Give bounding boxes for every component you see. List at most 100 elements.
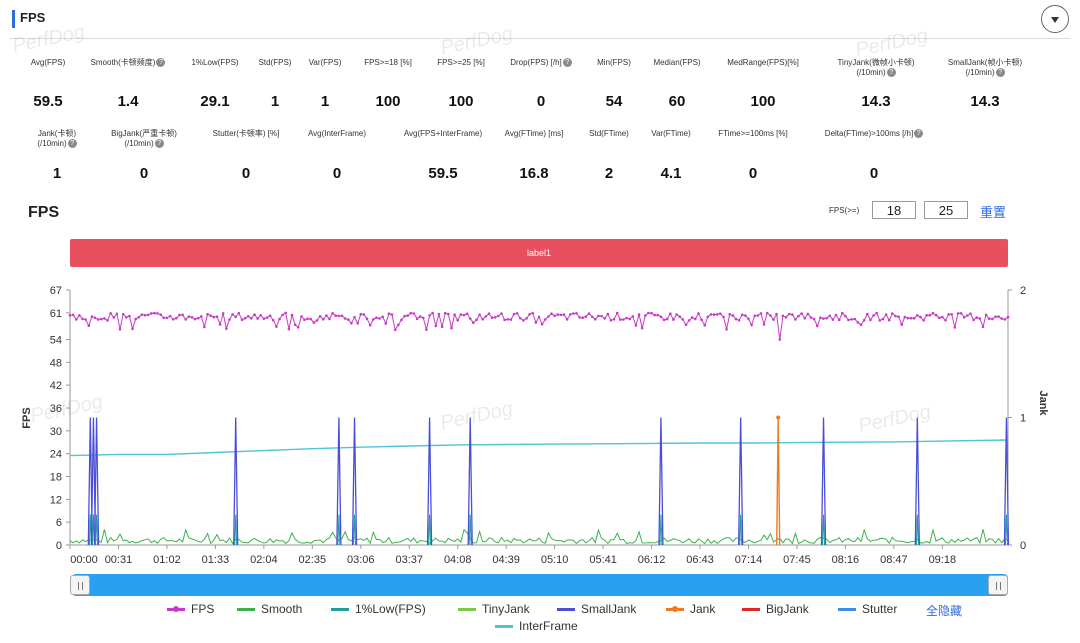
- fps-point: [897, 315, 900, 318]
- fps-point: [84, 318, 87, 321]
- help-icon[interactable]: ?: [154, 139, 164, 149]
- legend-dot: [173, 606, 179, 613]
- legend-item-smooth[interactable]: Smooth: [237, 602, 302, 616]
- fps-point: [972, 318, 975, 322]
- x-tick-label: 08:16: [832, 554, 860, 566]
- fps-point: [903, 315, 907, 319]
- stat-value: 100: [448, 93, 474, 110]
- fps-point: [218, 323, 222, 326]
- help-icon[interactable]: ?: [562, 58, 572, 68]
- stat-item: Drop(FPS) [/h]? 0: [486, 58, 596, 110]
- fps-threshold-input-2[interactable]: [924, 201, 968, 219]
- fps-point: [681, 318, 685, 321]
- fps-point: [109, 312, 112, 315]
- fps-point: [562, 313, 566, 316]
- fps-point: [991, 317, 994, 321]
- help-icon[interactable]: ?: [914, 129, 924, 139]
- fps-point: [478, 313, 481, 317]
- hide-all-button[interactable]: 全隐藏: [926, 604, 963, 618]
- fps-point: [994, 315, 997, 318]
- legend-item-stutter[interactable]: Stutter: [838, 602, 897, 616]
- stat-label: Avg(FPS): [0, 58, 103, 68]
- stat-value: 14.3: [970, 93, 1000, 110]
- fps-point: [578, 316, 581, 319]
- smooth-spike: [739, 514, 743, 546]
- help-icon[interactable]: ?: [156, 58, 166, 68]
- smalljank-spike: [467, 417, 473, 546]
- legend-label: Smooth: [261, 602, 303, 616]
- fps-point: [587, 312, 591, 315]
- slider-handle-right[interactable]: [988, 575, 1008, 595]
- stat-value: 100: [375, 93, 401, 110]
- fps-point: [240, 318, 244, 321]
- stat-value: 59.5: [428, 165, 458, 182]
- grip-icon: [996, 582, 1001, 590]
- smooth-spike: [915, 514, 919, 546]
- legend-item-low1[interactable]: 1%Low(FPS): [331, 602, 426, 616]
- fps-point: [459, 313, 463, 316]
- fps-point: [422, 316, 425, 320]
- legend-swatch: [237, 608, 255, 612]
- stat-label-text: TinyJank(微帧小卡顿): [837, 58, 915, 67]
- x-tick-label: 06:43: [686, 554, 714, 566]
- y-tick-label: 18: [50, 471, 62, 483]
- fps-point: [975, 316, 978, 319]
- fps-point: [569, 313, 572, 316]
- fps-point: [515, 312, 519, 315]
- fps-point: [165, 316, 169, 320]
- time-range-slider[interactable]: [72, 574, 1008, 596]
- legend-label: Jank: [690, 602, 716, 616]
- fps-point: [312, 321, 316, 324]
- fps-point: [753, 314, 756, 318]
- help-icon[interactable]: ?: [886, 68, 896, 78]
- fps-point: [184, 318, 187, 321]
- fps-point: [175, 316, 178, 320]
- fps-point: [518, 316, 522, 320]
- fps-point: [634, 324, 638, 327]
- series-1pct-low-line: [69, 439, 1009, 457]
- fps-point: [912, 316, 916, 320]
- stat-label-text: Avg(FPS+InterFrame): [403, 129, 483, 138]
- legend-item-bigjank[interactable]: BigJank: [742, 602, 809, 616]
- fps-point: [137, 316, 141, 319]
- fps-point: [150, 312, 153, 315]
- stat-item: Std(FPS) 1: [220, 58, 330, 110]
- fps-point: [234, 315, 237, 319]
- smooth-spike: [468, 514, 472, 546]
- fps-point: [694, 317, 697, 321]
- fps-point: [934, 313, 938, 317]
- stat-label-text: Jank(卡顿): [37, 129, 77, 138]
- fps-point: [1006, 315, 1010, 319]
- fps-point: [540, 322, 544, 326]
- fps-point: [725, 328, 728, 331]
- fps-point: [906, 316, 910, 320]
- stat-value: 0: [869, 165, 879, 182]
- fps-point: [706, 315, 710, 319]
- fps-point: [468, 317, 472, 320]
- legend-swatch: [331, 608, 349, 612]
- legend-item-interframe[interactable]: InterFrame: [495, 619, 578, 633]
- slider-handle-left[interactable]: [70, 575, 90, 595]
- legend-item-fps[interactable]: FPS: [167, 602, 214, 616]
- stat-label-text: Drop(FPS) [/h]: [510, 58, 562, 67]
- fps-point: [68, 314, 72, 317]
- fps-point: [203, 325, 206, 329]
- stat-item: Stutter(卡顿率) [%] 0: [191, 129, 301, 182]
- fps-threshold-input-1[interactable]: [872, 201, 916, 219]
- legend-item-jank[interactable]: Jank: [666, 602, 715, 616]
- stat-label-text: MedRange(FPS)[%]: [727, 58, 799, 67]
- reset-button[interactable]: 重置: [980, 205, 1007, 220]
- collapse-button[interactable]: [1041, 5, 1069, 33]
- help-icon[interactable]: ?: [67, 139, 77, 149]
- fps-point: [450, 326, 453, 330]
- y-right-axis-title: Jank: [1037, 390, 1049, 416]
- fps-point: [93, 316, 97, 320]
- stat-item: BigJank(严重卡顿) (/10min)? 0: [89, 129, 199, 182]
- legend-item-smalljank[interactable]: SmallJank: [557, 602, 636, 616]
- legend-item-tinyjank[interactable]: TinyJank: [458, 602, 530, 616]
- label-bar[interactable]: label1: [70, 239, 1008, 267]
- stat-label: Drop(FPS) [/h]?: [486, 58, 596, 68]
- fps-point: [153, 311, 156, 315]
- help-icon[interactable]: ?: [995, 68, 1005, 78]
- stat-label-text: Stutter(卡顿率) [%]: [212, 129, 280, 138]
